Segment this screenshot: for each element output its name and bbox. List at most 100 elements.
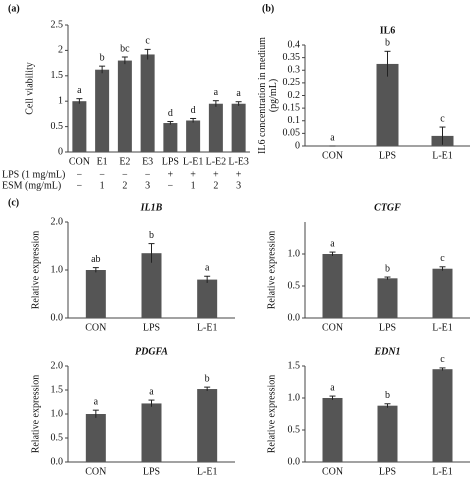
chart-title: EDN1 bbox=[373, 346, 400, 357]
row-cell: − bbox=[77, 169, 83, 180]
panel-label: (a) bbox=[8, 3, 20, 14]
y-tick-label: 0.4 bbox=[288, 39, 301, 50]
y-axis-label: Relative expression bbox=[30, 375, 41, 454]
y-tick-label: 2.0 bbox=[51, 216, 64, 227]
x-tick-label: L-E1 bbox=[183, 156, 204, 167]
x-tick-label: LPS bbox=[143, 322, 160, 333]
y-axis-label: Relative expression bbox=[30, 231, 41, 310]
x-tick-label: L-E3 bbox=[228, 156, 249, 167]
y-axis-label: Cell viability bbox=[24, 62, 35, 115]
y-tick-label: 0.0 bbox=[51, 456, 64, 467]
significance-letter: b bbox=[385, 38, 390, 49]
significance-letter: d bbox=[168, 108, 173, 119]
significance-letter: d bbox=[191, 105, 196, 116]
y-tick-label: 2.0 bbox=[51, 360, 64, 371]
y-axis-label: IL6 concentration in medium bbox=[257, 37, 268, 154]
x-tick-label: CON bbox=[69, 156, 90, 167]
x-tick-label: L-E1 bbox=[432, 322, 453, 333]
y-tick-label: 0.5 bbox=[51, 121, 64, 132]
row-cell: − bbox=[122, 169, 128, 180]
bar bbox=[197, 389, 218, 462]
row-cell: − bbox=[145, 169, 151, 180]
y-tick-label: 1.0 bbox=[288, 392, 301, 403]
significance-letter: a bbox=[205, 263, 210, 274]
row-cell: 1 bbox=[100, 180, 105, 191]
significance-letter: a bbox=[236, 88, 241, 99]
x-tick-label: CON bbox=[322, 322, 343, 333]
y-tick-label: 2 bbox=[58, 45, 63, 56]
row-cell: + bbox=[190, 169, 196, 180]
row-cell: + bbox=[168, 169, 174, 180]
y-tick-label: 1.5 bbox=[51, 384, 64, 395]
bar bbox=[186, 120, 201, 152]
y-tick-label: 1 bbox=[58, 95, 63, 106]
y-axis-label: (pg/mL) bbox=[268, 79, 279, 112]
row-cell: − bbox=[77, 180, 83, 191]
y-tick-label: 1.0 bbox=[51, 264, 64, 275]
row-cell: + bbox=[213, 169, 219, 180]
y-tick-label: 1.5 bbox=[288, 360, 301, 371]
row-cell: − bbox=[168, 180, 174, 191]
x-tick-label: E2 bbox=[119, 156, 130, 167]
bar bbox=[322, 398, 343, 462]
panel-label: (c) bbox=[8, 197, 19, 208]
bar bbox=[197, 279, 218, 318]
significance-letter: ab bbox=[91, 254, 100, 265]
y-axis-label: Relative expression bbox=[266, 231, 277, 310]
x-tick-label: L-E1 bbox=[197, 322, 218, 333]
x-tick-label: LPS bbox=[379, 150, 396, 161]
y-tick-label: 0.15 bbox=[283, 102, 301, 113]
bar bbox=[322, 254, 343, 318]
significance-letter: a bbox=[77, 85, 82, 96]
row-cell: 3 bbox=[145, 180, 150, 191]
x-tick-label: E1 bbox=[97, 156, 108, 167]
y-tick-label: 2.5 bbox=[51, 19, 64, 30]
row-cell: + bbox=[236, 169, 242, 180]
y-axis-label: Relative expression bbox=[266, 375, 277, 454]
significance-letter: b bbox=[100, 52, 105, 63]
x-tick-label: LPS bbox=[143, 466, 160, 477]
bar bbox=[376, 63, 399, 146]
row-cell: 2 bbox=[213, 180, 218, 191]
bar bbox=[85, 270, 106, 318]
row-cell: 2 bbox=[122, 180, 127, 191]
bar bbox=[95, 69, 110, 152]
x-tick-label: LPS bbox=[379, 466, 396, 477]
bar bbox=[231, 103, 246, 152]
y-tick-label: 0.1 bbox=[288, 115, 301, 126]
bar bbox=[163, 123, 178, 152]
significance-letter: c bbox=[440, 253, 445, 264]
x-tick-label: L-E1 bbox=[432, 466, 453, 477]
x-tick-label: L-E1 bbox=[432, 150, 453, 161]
bar bbox=[141, 403, 162, 462]
y-tick-label: 0.05 bbox=[283, 128, 301, 139]
x-tick-label: LPS bbox=[162, 156, 179, 167]
x-tick-label: L-E2 bbox=[206, 156, 227, 167]
y-tick-label: 0.5 bbox=[51, 432, 64, 443]
significance-letter: a bbox=[214, 87, 219, 98]
row-cell: 1 bbox=[191, 180, 196, 191]
significance-letter: c bbox=[440, 354, 445, 365]
significance-letter: c bbox=[440, 113, 445, 124]
x-tick-label: CON bbox=[322, 466, 343, 477]
significance-letter: a bbox=[149, 386, 154, 397]
bar bbox=[72, 101, 87, 152]
significance-letter: a bbox=[330, 238, 335, 249]
y-tick-label: 1.5 bbox=[51, 70, 64, 81]
bar bbox=[432, 369, 453, 462]
significance-letter: bc bbox=[120, 43, 130, 54]
x-tick-label: E3 bbox=[142, 156, 153, 167]
y-tick-label: 0.5 bbox=[288, 280, 301, 291]
y-tick-label: 0 bbox=[295, 140, 300, 151]
y-tick-label: 0.25 bbox=[283, 77, 301, 88]
y-tick-label: 0.0 bbox=[288, 312, 301, 323]
x-tick-label: LPS bbox=[379, 322, 396, 333]
row-cell: − bbox=[99, 169, 105, 180]
y-tick-label: 0.5 bbox=[288, 424, 301, 435]
bar bbox=[141, 253, 162, 318]
bar bbox=[208, 103, 223, 152]
y-tick-label: 0.3 bbox=[288, 65, 301, 76]
y-tick-label: 0.2 bbox=[288, 90, 301, 101]
panel-label: (b) bbox=[262, 3, 274, 14]
